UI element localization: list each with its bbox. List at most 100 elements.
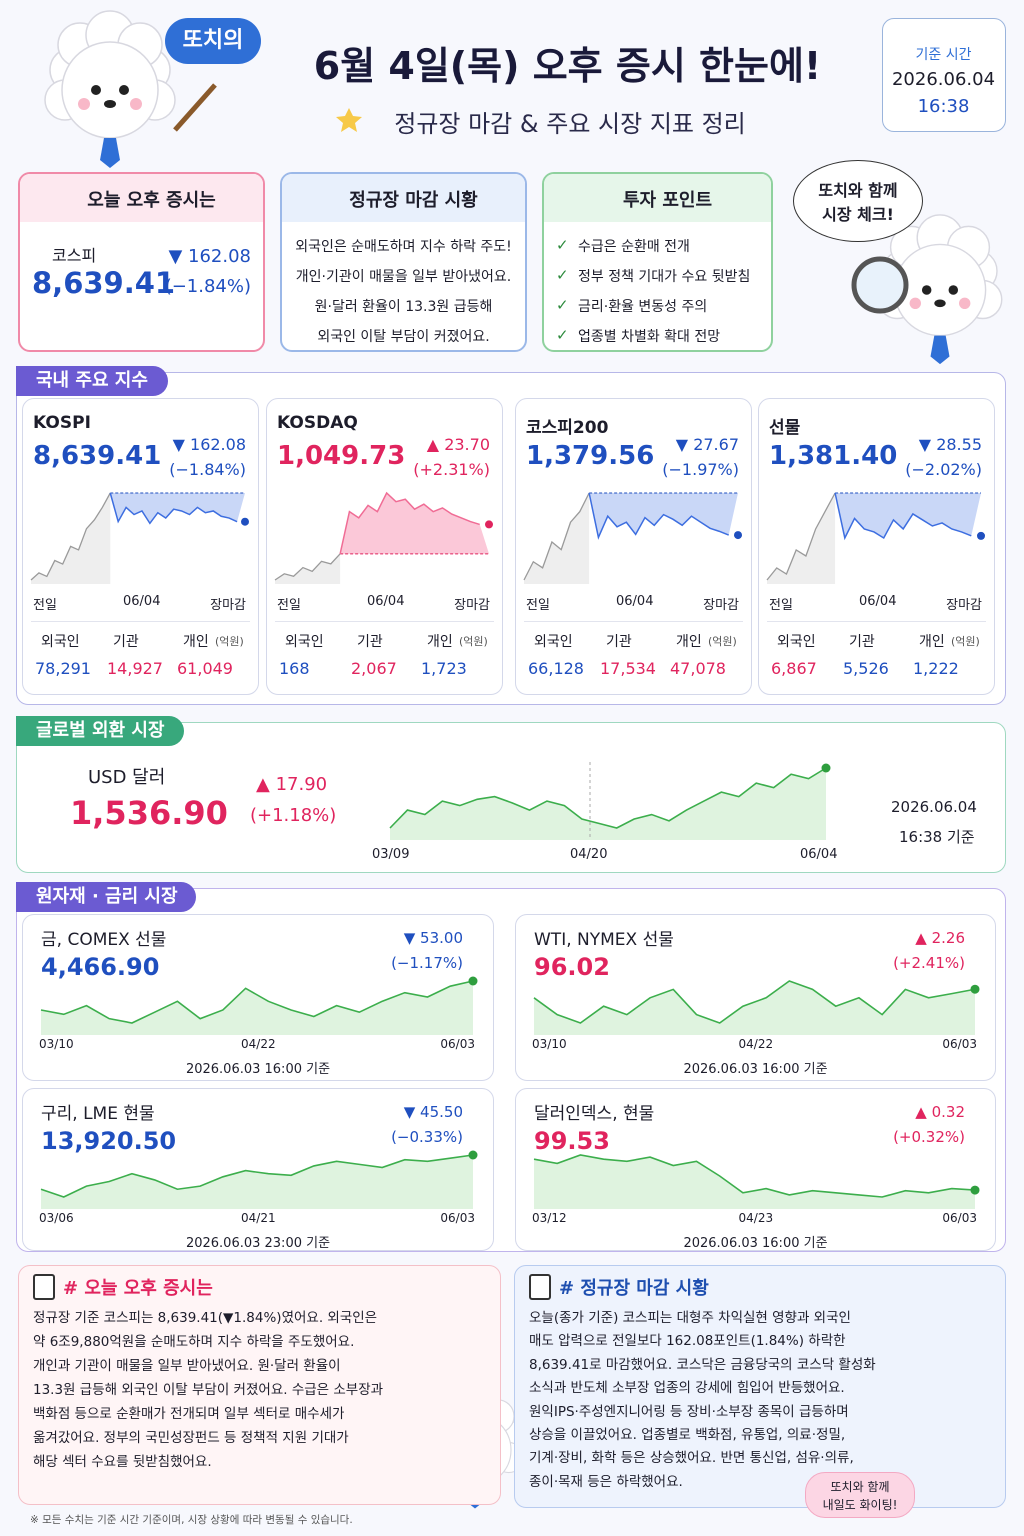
note-box: # 정규장 마감 시황 오늘(종가 기준) 코스피는 대형주 차익실현 영향과 외… (514, 1265, 1006, 1508)
line (533, 1154, 976, 1198)
card-change-pct: (+2.41%) (893, 954, 965, 972)
fx-date: 2026.06.04 (891, 798, 977, 816)
card-change: ▲ 2.26 (915, 929, 965, 947)
box-title: 투자 포인트 (622, 190, 713, 211)
investor-value: 2,067 (351, 659, 397, 678)
investor-value: 47,078 (670, 659, 726, 678)
timestamp: 2026.06.03 23:00 기준 (185, 1236, 331, 1251)
axis-label: 04/21 (241, 1211, 276, 1225)
sparkline (40, 976, 478, 1035)
investor-label: 기관 (849, 634, 875, 650)
index-value: 8,639.41 (32, 266, 176, 300)
magnifier (851, 256, 909, 314)
point-item: 금리·환율 변동성 주의 (578, 299, 708, 315)
time-date: 2026.06.04 (891, 69, 996, 90)
card-change: ▼ 162.08 (172, 435, 246, 454)
investor-label: 외국인 (285, 634, 324, 650)
axis-label: 06/04 (616, 594, 654, 609)
end-dot (485, 520, 493, 529)
check-icon: ✓ (556, 296, 569, 314)
area (534, 1155, 975, 1209)
area (390, 768, 826, 840)
note-line: 정규장 기준 코스피는 8,639.41(▼1.84%)였어요. 외국인은 (33, 1310, 378, 1326)
axis-label: 전일 (277, 598, 301, 613)
axis-label: 03/10 (39, 1037, 74, 1051)
cheek (909, 297, 921, 309)
check-icon: ✓ (556, 326, 569, 344)
card-value: 96.02 (534, 953, 610, 981)
sign-text: 내일도 화이팅! (822, 1498, 898, 1512)
note-line: 소식과 반도체 소부장 업종의 강세에 힘입어 반등했어요. (529, 1380, 845, 1397)
axis-label: 03/09 (372, 847, 410, 862)
area (41, 1155, 473, 1209)
axis-label: 04/22 (738, 1037, 774, 1051)
time-box: 기준 시간 2026.06.04 16:38 (882, 18, 1006, 132)
investor-label: 기관 (113, 634, 139, 650)
investor-value: 17,534 (600, 659, 656, 678)
eye (119, 85, 129, 95)
eye (921, 285, 932, 295)
prev-line (274, 553, 341, 581)
card-change-pct: (−0.33%) (391, 1128, 463, 1146)
axis-label: 06/04 (859, 594, 897, 609)
axis-label: 전일 (526, 598, 550, 613)
card-change: ▼ 45.50 (403, 1103, 463, 1121)
note-line: 개인과 기관이 매물을 일부 받아냈어요. 원·달러 환율이 (33, 1358, 341, 1374)
commodity-card: WTI, NYMEX 선물 96.02 ▲ 2.26 (+2.41%) 03/10 04/… (515, 914, 996, 1081)
point-item: 정부 정책 기대가 수요 뒷받침 (578, 269, 751, 285)
axis-label: 장마감 (210, 598, 246, 613)
today-area (835, 493, 981, 538)
card-change-pct: (+0.32%) (893, 1128, 965, 1146)
commodity-card: 달러인덱스, 현물 99.53 ▲ 0.32 (+0.32%) 03/12 04/23 06… (515, 1088, 996, 1251)
index-card: KOSDAQ 1,049.73 ▲ 23.70 (+2.31%) 전일 06/04 장마감 외… (266, 398, 503, 695)
sparkline (30, 492, 249, 584)
bubble-text: 또치와 함께 (818, 181, 898, 200)
prev-line (766, 492, 836, 581)
timestamp: 2026.06.03 16:00 기준 (185, 1062, 331, 1077)
note-line: 오늘(종가 기준) 코스피는 대형주 차익실현 영향과 외국인 (529, 1310, 851, 1326)
mascot (877, 214, 1003, 365)
unit-label: (억원) (951, 635, 980, 648)
card-change: ▲ 0.32 (915, 1103, 965, 1121)
axis-label: 06/04 (367, 594, 405, 609)
investor-label: 외국인 (41, 634, 80, 650)
time-time: 16:38 (917, 96, 970, 117)
axis-label: 전일 (33, 598, 57, 613)
box-header (282, 174, 525, 222)
note-box: # 오늘 오후 증시는 정규장 기준 코스피는 8,639.41(▼1.84%)였… (18, 1265, 501, 1505)
commodity-card: 구리, LME 현물 13,920.50 ▼ 45.50 (−0.33%) 03/06 0… (22, 1088, 494, 1251)
axis-label: 장마감 (454, 598, 490, 613)
end-dot (734, 531, 742, 540)
fx-value: 1,536.90 (70, 794, 228, 832)
card-name: WTI, NYMEX 선물 (534, 930, 674, 950)
unit-label: (억원) (215, 635, 244, 648)
card-change-pct: (−2.02%) (905, 460, 982, 479)
prev-area (275, 553, 341, 584)
investor-label: 기관 (357, 634, 383, 650)
investor-value: 14,927 (107, 659, 163, 678)
check-icon: ✓ (556, 236, 569, 254)
investor-label: 개인 (676, 634, 702, 650)
investor-value: 168 (279, 659, 310, 678)
close-line: 개인·기관이 매물을 일부 받아냈어요. (295, 269, 512, 285)
sparkline (523, 492, 742, 584)
speech-bubble: 또치와 함께 시장 체크! (793, 160, 923, 242)
today-line (109, 492, 238, 525)
info-box: 오늘 오후 증시는 코스피 8,639.41 ▼ 162.08 (−1.84%) (18, 172, 265, 352)
tie (100, 138, 120, 168)
card-change-pct: (+2.31%) (413, 460, 490, 479)
card-name: 금, COMEX 선물 (41, 930, 167, 950)
card-name: 코스피200 (526, 418, 609, 438)
card-value: 1,379.56 (526, 441, 655, 471)
card-name: 달러인덱스, 현물 (534, 1104, 655, 1124)
nose (104, 100, 116, 108)
today-line (588, 492, 729, 540)
index-change: ▼ 162.08 (168, 246, 251, 267)
end-dot (468, 1150, 478, 1160)
eye (91, 85, 101, 95)
today-line (834, 492, 972, 541)
close-line: 외국인 이탈 부담이 커졌어요. (317, 329, 490, 345)
sparkline (533, 1154, 980, 1209)
card-change: ▼ 28.55 (918, 435, 982, 454)
